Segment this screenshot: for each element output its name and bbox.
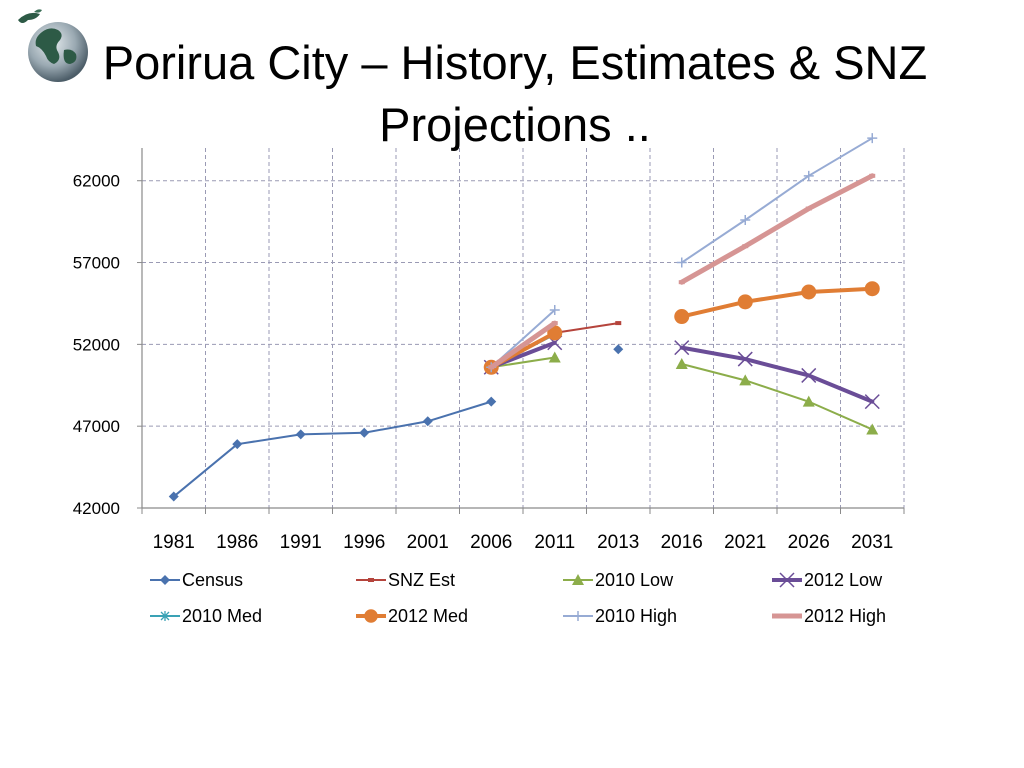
data-point [547,325,563,341]
data-point [678,280,685,285]
page-title: Porirua City – History, Estimates & SNZ … [60,32,970,156]
x-tick-label: 2006 [470,532,512,553]
x-tick-label: 2021 [724,532,766,553]
data-point [549,305,560,315]
legend-label: 2010 Med [182,606,262,626]
data-point [359,427,370,438]
x-tick-label: 2026 [788,532,830,553]
data-point [364,609,378,623]
series-line [679,345,875,404]
data-point [742,244,749,249]
legend-label: SNZ Est [388,570,455,590]
series-line [679,173,875,285]
y-tick-label: 57000 [73,254,120,273]
data-point [572,574,584,585]
series-line [679,286,875,319]
data-point [160,611,170,621]
legend-label: 2010 High [595,606,677,626]
y-tick-label: 62000 [73,172,120,191]
data-point [801,284,817,300]
data-point [864,394,880,410]
data-point [160,575,170,585]
globe-logo [12,6,90,84]
x-tick-label: 1981 [153,532,195,553]
x-tick-label: 2013 [597,532,639,553]
legend-label: 2012 High [804,606,886,626]
series-line [488,320,558,370]
data-point [573,611,583,621]
globe-icon [18,9,88,82]
data-point [168,491,179,502]
data-point [422,416,433,427]
data-point [866,423,879,435]
data-point [869,173,876,178]
data-point [295,429,306,440]
x-tick-label: 1986 [216,532,258,553]
legend-label: 2012 Med [388,606,468,626]
data-point [864,281,880,297]
data-point [486,396,497,407]
data-point [368,578,374,582]
series-line [680,137,874,264]
data-point [488,365,495,370]
data-point [739,374,752,386]
legend-label: 2010 Low [595,570,674,590]
data-point [737,294,753,310]
title-line-2: Projections .. [379,98,651,151]
series-line [172,400,493,498]
data-point [737,351,753,367]
data-point [805,206,812,211]
series-line [490,356,556,369]
data-point [867,133,878,144]
y-tick-label: 52000 [73,335,120,354]
data-point [779,572,795,588]
data-point [676,257,687,268]
series-line [680,363,874,431]
x-tick-label: 1991 [280,532,322,553]
data-point [740,215,751,225]
y-tick-label: 42000 [73,499,120,518]
y-tick-label: 47000 [73,417,120,436]
data-point [675,358,688,369]
x-tick-label: 2001 [407,532,449,553]
x-tick-label: 2011 [534,532,575,553]
data-point [551,321,558,326]
data-point [232,439,243,450]
data-point [803,170,814,181]
legend-label: 2012 Low [804,570,883,590]
title-line-1: Porirua City – History, Estimates & SNZ [102,36,928,89]
data-point [802,395,815,407]
x-tick-label: 1996 [343,532,385,553]
data-point [674,340,690,356]
data-point [784,614,790,618]
data-point [801,367,817,383]
x-tick-label: 2031 [851,532,893,553]
x-tick-label: 2016 [661,532,703,553]
data-point [613,344,624,355]
legend-label: Census [182,570,243,590]
data-point [615,321,622,326]
data-point [674,309,690,325]
data-point [548,351,561,363]
